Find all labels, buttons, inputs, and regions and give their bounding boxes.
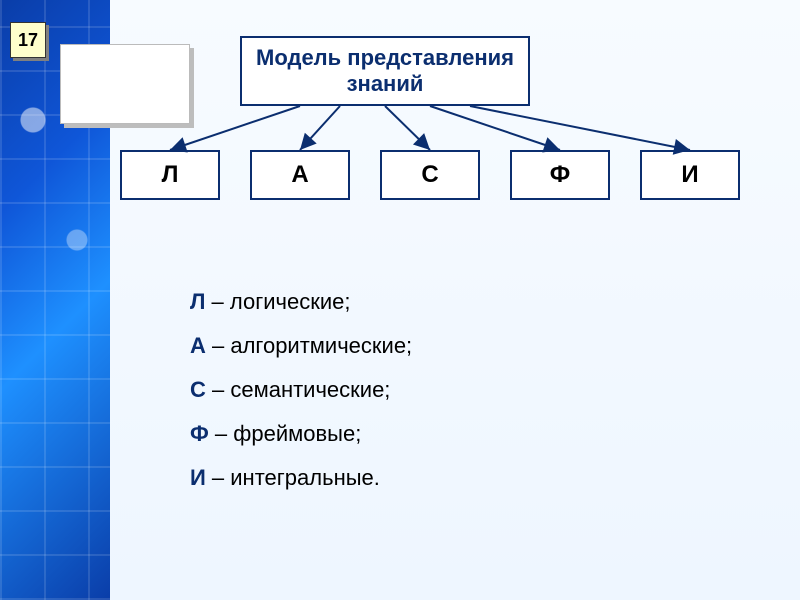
diagram-child-label: Ф <box>550 161 570 189</box>
diagram-child-label: Л <box>162 161 179 189</box>
diagram-child-box: И <box>640 150 740 200</box>
legend-key: Ф <box>190 421 209 446</box>
legend-row: С – семантические; <box>190 368 412 412</box>
legend-text: – логические; <box>205 289 350 314</box>
diagram-child-box: Ф <box>510 150 610 200</box>
slide-content: Модель представления знаний ЛАСФИ Л – ло… <box>0 0 800 600</box>
diagram-arrow <box>470 106 690 150</box>
diagram-arrow <box>430 106 560 150</box>
legend: Л – логические;А – алгоритмические;С – с… <box>190 280 412 500</box>
legend-key: Л <box>190 289 205 314</box>
legend-text: – семантические; <box>206 377 391 402</box>
diagram-arrow <box>170 106 300 150</box>
diagram-child-box: А <box>250 150 350 200</box>
legend-text: – алгоритмические; <box>206 333 412 358</box>
legend-text: – интегральные. <box>206 465 380 490</box>
diagram-child-label: И <box>681 161 698 189</box>
diagram-child-box: С <box>380 150 480 200</box>
legend-text: – фреймовые; <box>209 421 362 446</box>
legend-row: Л – логические; <box>190 280 412 324</box>
diagram-arrow <box>300 106 340 150</box>
legend-key: А <box>190 333 206 358</box>
diagram-child-box: Л <box>120 150 220 200</box>
legend-row: Ф – фреймовые; <box>190 412 412 456</box>
legend-key: И <box>190 465 206 490</box>
legend-row: И – интегральные. <box>190 456 412 500</box>
diagram-root-box: Модель представления знаний <box>240 36 530 106</box>
diagram-arrow <box>385 106 430 150</box>
diagram-root-label: Модель представления знаний <box>256 45 514 97</box>
diagram-child-label: А <box>291 161 308 189</box>
legend-row: А – алгоритмические; <box>190 324 412 368</box>
legend-key: С <box>190 377 206 402</box>
diagram-child-label: С <box>421 161 438 189</box>
